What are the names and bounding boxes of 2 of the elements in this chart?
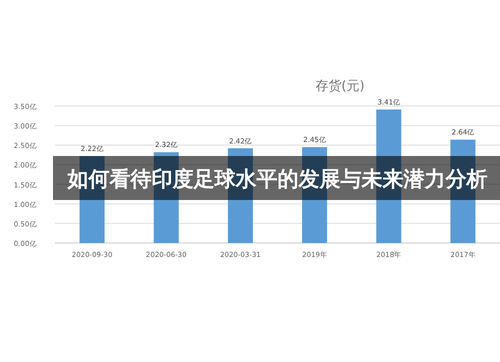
chart-title: 存货(元) — [315, 79, 365, 94]
annotation: 如何看待印度足球水平的发展与未来潜力分析 — [66, 167, 488, 191]
